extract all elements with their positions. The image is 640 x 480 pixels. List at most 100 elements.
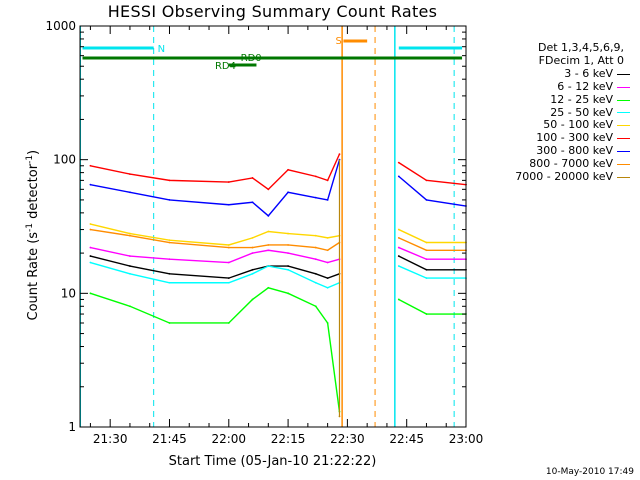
data-point [287,252,289,254]
series-line [90,228,340,252]
legend-swatch [617,151,630,153]
data-point [168,241,171,244]
x-tick-label: 22:30 [330,432,365,446]
data-point [227,261,230,264]
plot-frame [79,25,467,428]
data-point [251,201,254,204]
data-point [397,228,400,231]
series-line [90,261,340,289]
data-point [425,179,428,182]
data-point [287,244,289,246]
data-point [314,281,317,284]
legend-swatch [617,112,630,114]
data-point [129,191,131,194]
legend-entry-label: 25 - 50 keV [550,105,613,119]
saa-label: S [336,36,342,47]
data-point [129,265,131,267]
legend-swatch [617,125,630,127]
rd0-label: RD0 [241,53,262,64]
data-point [397,236,400,239]
chart-title: HESSI Observing Summary Count Rates [107,2,438,21]
data-point [314,246,317,249]
data-point [251,177,254,179]
data-point [129,305,131,308]
series-line [90,287,341,412]
data-point [251,236,254,239]
data-point [168,281,171,284]
series-line [90,153,341,191]
data-point [168,179,171,182]
data-point [89,261,92,264]
data-point [287,292,289,295]
data-point [267,265,270,267]
data-point [326,249,329,252]
series-line [398,255,466,271]
legend-entry: 50 - 100 keV [480,119,630,132]
data-point [326,322,329,324]
data-point [168,272,171,275]
legend-swatch [617,164,630,166]
data-point [129,234,131,237]
plot-timestamp: 10-May-2010 17:49 [545,467,634,477]
y-tick-label: 100 [53,153,76,167]
data-point [129,272,131,275]
data-point [267,244,270,246]
data-point [129,255,131,257]
data-point [168,199,171,201]
legend-swatch [617,138,630,140]
y-tick-label: 10 [61,286,76,300]
data-point [227,203,230,206]
data-point [287,268,289,271]
data-point [129,232,131,235]
series-line [398,265,466,279]
data-point [287,168,289,171]
data-point [397,175,400,178]
data-point [397,265,400,267]
data-point [251,272,254,275]
data-point [326,179,329,182]
data-point [287,191,289,194]
legend-entry: 12 - 25 keV [480,93,630,107]
legend: Det 1,3,4,5,6,9, FDecim 1, Att 0 3 - 6 k… [480,41,630,184]
data-point [89,228,92,231]
legend-entry-label: 7000 - 20000 keV [515,170,613,184]
legend-header-line-1: Det 1,3,4,5,6,9, [537,41,624,54]
x-tick-label: 22:15 [271,432,306,446]
data-point [267,249,270,252]
data-point [338,415,341,418]
legend-entry-label: 50 - 100 keV [543,118,613,132]
legend-header-line-2: FDecim 1, Att 0 [538,53,624,67]
legend-swatch [617,73,630,75]
data-point [326,236,329,239]
legend-entry: 800 - 7000 keV [480,157,630,171]
data-point [397,161,400,164]
data-point [425,199,428,201]
series-line [90,255,340,279]
data-point [397,246,400,249]
data-point [326,261,329,264]
data-point [314,305,317,308]
data-point [227,281,230,284]
data-point [267,214,270,217]
legend-entry-label: 6 - 12 keV [557,79,613,93]
data-point [425,277,428,280]
data-point [251,246,254,249]
series-line [398,237,466,251]
legend-entry: 25 - 50 keV [480,105,630,120]
legend-entry-label: 3 - 6 keV [564,66,613,80]
x-tick-label: 22:00 [211,432,246,446]
legend-swatch [617,99,630,101]
data-point [251,268,254,271]
series-line [90,246,340,264]
legend-entry: 3 - 6 keV [480,66,630,81]
y-tick-label: 1000 [45,19,76,33]
data-point [314,196,317,199]
data-point [89,183,92,186]
data-point [168,322,171,324]
night-label: N [158,44,165,55]
data-point [89,255,92,257]
x-tick-label: 22:45 [389,432,424,446]
data-point [338,153,341,156]
data-point [227,322,230,324]
series-line [90,223,340,246]
